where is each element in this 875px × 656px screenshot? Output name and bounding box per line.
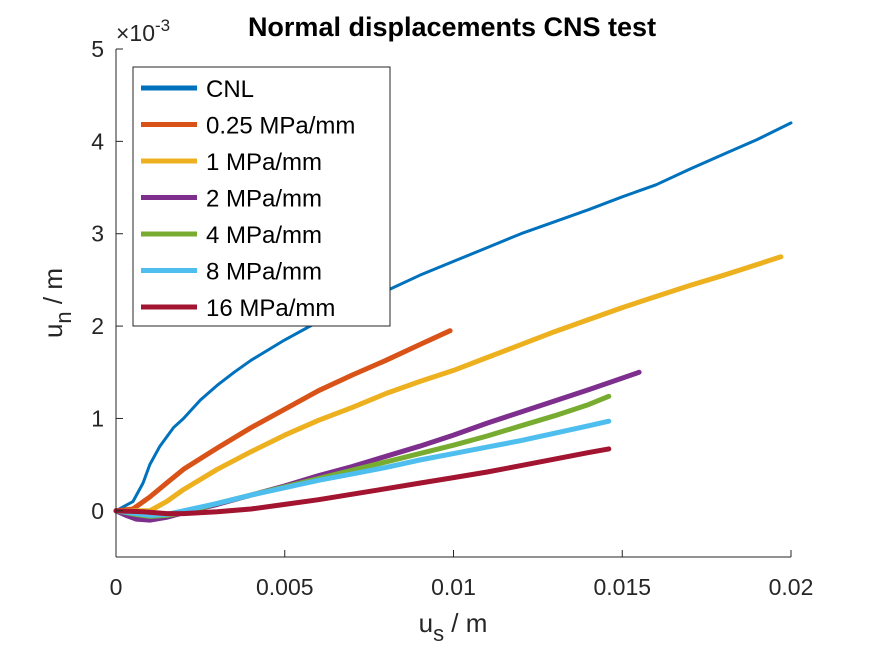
x-axis-label: us / m <box>419 608 488 646</box>
x-tick-label: 0.01 <box>431 574 476 600</box>
y-axis-label-main: u <box>38 324 68 338</box>
y-ticks: 0 1 2 3 4 5 <box>91 36 123 524</box>
y-axis-label-sub: n <box>51 311 76 323</box>
series-line-3 <box>113 254 784 514</box>
x-tick-label: 0 <box>110 574 123 600</box>
y-axis-label: un / m <box>38 268 76 338</box>
series-line-2 <box>113 328 453 514</box>
x-tick-label: 0.005 <box>256 574 314 600</box>
x-ticks: 0 0.005 0.01 0.015 0.02 <box>110 550 814 600</box>
y-tick-label: 3 <box>91 221 104 247</box>
series-layer <box>113 121 793 523</box>
legend-items: CNL 0.25 MPa/mm 1 MPa/mm 2 MPa/mm 4 MPa/mm 8 … <box>141 76 355 322</box>
x-tick-label: 0.02 <box>769 574 814 600</box>
y-exponent-base: ×10 <box>116 20 155 46</box>
legend-label-5: 4 MPa/mm <box>206 222 322 249</box>
legend-label-1: CNL <box>206 76 254 103</box>
x-axis-label-sub: s <box>433 621 444 646</box>
legend-label-7: 16 MPa/mm <box>206 295 335 322</box>
series-line-4 <box>113 369 642 523</box>
legend-label-6: 8 MPa/mm <box>206 259 322 286</box>
chart-title: Normal displacements CNS test <box>248 12 656 42</box>
y-exponent-power: -3 <box>155 16 170 35</box>
x-axis-label-main: u <box>419 608 433 638</box>
legend-label-3: 1 MPa/mm <box>206 149 322 176</box>
y-tick-label: 1 <box>91 405 104 431</box>
legend: CNL 0.25 MPa/mm 1 MPa/mm 2 MPa/mm 4 MPa/mm 8 … <box>132 66 391 327</box>
series-line-7 <box>113 446 612 517</box>
legend-label-4: 2 MPa/mm <box>206 186 322 213</box>
x-tick-label: 0.015 <box>593 574 651 600</box>
y-tick-label: 5 <box>91 36 104 62</box>
y-tick-label: 4 <box>91 128 104 154</box>
legend-label-2: 0.25 MPa/mm <box>206 113 355 140</box>
y-tick-label: 2 <box>91 313 104 339</box>
y-axis-label-unit: / m <box>38 268 68 311</box>
y-tick-label: 0 <box>91 498 104 524</box>
y-exponent-multiplier: ×10-3 <box>116 16 170 46</box>
x-axis-label-unit: / m <box>444 608 487 638</box>
